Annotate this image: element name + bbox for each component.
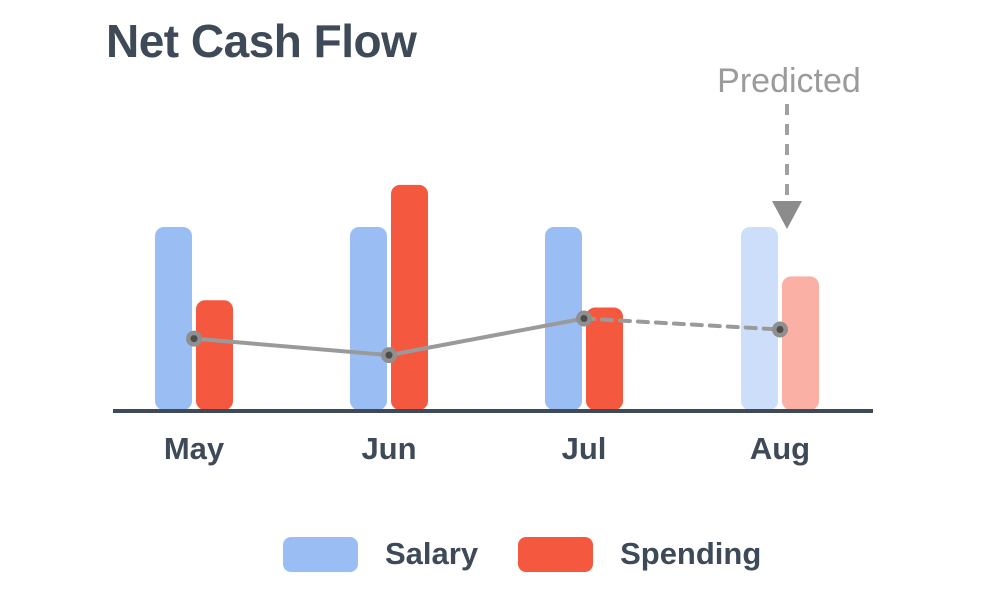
point-net-center-jun — [385, 351, 393, 359]
point-net-center-jul — [580, 315, 588, 322]
predicted-arrow-head — [772, 201, 802, 229]
bar-salary-jul — [545, 227, 582, 410]
point-net-center-may — [190, 335, 198, 343]
bar-salary-aug — [741, 227, 778, 410]
point-net-center-aug — [776, 325, 784, 333]
x-axis-label-may: May — [164, 431, 225, 466]
net-flow-line-dashed-predicted — [582, 316, 782, 332]
x-axis-line — [113, 409, 873, 413]
bar-spending-jul — [586, 307, 623, 410]
legend: Salary Spending — [283, 536, 761, 572]
legend-item-spending: Spending — [518, 536, 761, 572]
chart-title: Net Cash Flow — [106, 15, 417, 67]
x-axis-label-aug: Aug — [750, 431, 810, 466]
legend-swatch-spending — [518, 536, 594, 572]
legend-swatch-salary — [283, 536, 358, 572]
bar-spending-aug — [782, 276, 819, 410]
bar-spending-jun — [391, 184, 428, 410]
bar-salary-jun — [350, 227, 387, 410]
legend-item-salary: Salary — [283, 536, 478, 572]
legend-label-salary: Salary — [385, 536, 479, 571]
predicted-annotation-label: Predicted — [717, 62, 861, 100]
bar-salary-may — [155, 227, 192, 410]
legend-label-spending: Spending — [620, 536, 762, 571]
x-axis-label-jul: Jul — [562, 431, 607, 466]
bar-spending-may — [196, 300, 233, 410]
x-axis-label-jun: Jun — [361, 431, 416, 466]
